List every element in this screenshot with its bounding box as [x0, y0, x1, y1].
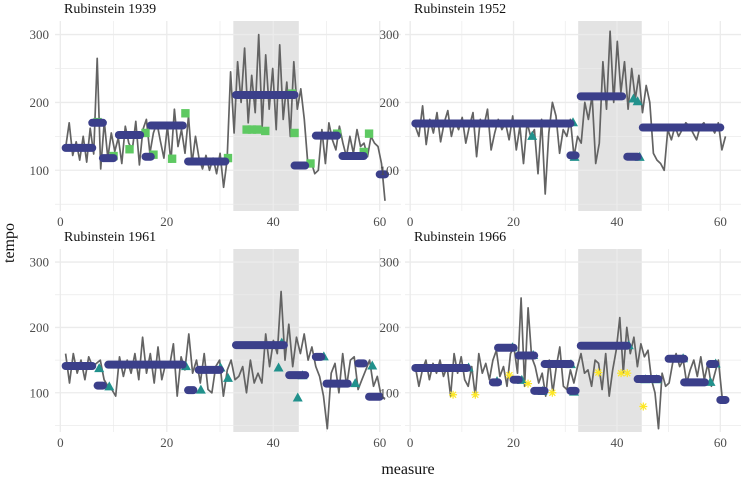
star-marker	[623, 369, 632, 378]
y-tick-label: 300	[380, 255, 400, 270]
shaded-region	[578, 249, 642, 432]
square-marker	[290, 128, 299, 138]
square-marker	[359, 147, 368, 157]
x-tick-label: 40	[267, 214, 280, 229]
square-marker	[306, 159, 315, 168]
x-tick-label: 60	[373, 435, 386, 450]
x-tick-label: 20	[507, 214, 520, 229]
star-marker	[548, 388, 557, 397]
star-marker	[505, 371, 514, 380]
x-tick-label: 20	[160, 435, 173, 450]
x-tick-label: 20	[160, 214, 173, 229]
y-tick-label: 200	[30, 320, 50, 335]
triangle-marker	[195, 384, 206, 394]
star-marker	[471, 390, 480, 399]
star-marker	[449, 390, 458, 399]
triangle-marker	[94, 363, 105, 373]
y-tick-label: 100	[30, 163, 50, 178]
square-marker	[223, 153, 233, 163]
square-marker	[253, 125, 262, 134]
panel-title: Rubinstein 1952	[414, 2, 506, 17]
star-marker	[594, 368, 603, 377]
x-axis-title: measure	[381, 461, 434, 478]
triangle-marker	[292, 392, 303, 402]
square-marker	[364, 129, 374, 138]
x-tick-label: 40	[610, 435, 623, 450]
y-tick-label: 100	[30, 385, 50, 400]
y-tick-label: 100	[380, 385, 400, 400]
triangle-marker	[527, 130, 538, 140]
x-tick-label: 60	[373, 214, 386, 229]
triangle-marker	[223, 372, 233, 382]
panel-title: Rubinstein 1966	[414, 230, 506, 245]
square-marker	[247, 125, 257, 134]
x-tick-label: 60	[714, 435, 727, 450]
panel-title: Rubinstein 1939	[64, 2, 156, 17]
y-tick-label: 300	[380, 27, 400, 42]
square-marker	[141, 128, 150, 138]
x-tick-label: 40	[610, 214, 623, 229]
panel-title: Rubinstein 1961	[64, 230, 156, 245]
triangle-marker	[350, 378, 361, 388]
star-marker	[617, 369, 626, 378]
square-marker	[261, 126, 270, 136]
facet-panel-3: Rubinstein 1961 100 200 300 0 20 40 60	[30, 230, 401, 450]
facet-panel-1: Rubinstein 1939 100 200 300 0 20 40 60	[30, 2, 401, 229]
y-tick-label: 200	[380, 95, 400, 110]
x-tick-label: 60	[714, 214, 727, 229]
facet-panel-2: Rubinstein 1952 100 200 300 0 20 40 60	[380, 2, 741, 229]
triangle-marker	[104, 381, 115, 391]
y-axis-title: tempo	[1, 223, 18, 263]
x-tick-label: 0	[407, 214, 414, 229]
x-tick-label: 20	[507, 435, 520, 450]
y-tick-label: 200	[30, 95, 50, 110]
triangle-marker	[273, 362, 284, 372]
star-marker	[639, 402, 648, 411]
facet-panel-4: Rubinstein 1966 100 200 300 0 20 40 60	[380, 230, 741, 450]
square-marker	[125, 145, 134, 154]
y-tick-label: 300	[30, 27, 50, 42]
x-tick-label: 0	[57, 214, 64, 229]
x-tick-label: 0	[407, 435, 414, 450]
star-marker	[524, 379, 533, 388]
square-marker	[242, 125, 251, 134]
x-tick-label: 40	[267, 435, 280, 450]
square-marker	[181, 109, 190, 118]
triangle-marker	[632, 96, 643, 106]
x-tick-label: 0	[57, 435, 64, 450]
triangle-marker	[367, 360, 378, 370]
y-tick-label: 300	[30, 255, 50, 270]
square-marker	[167, 154, 177, 163]
y-tick-label: 100	[380, 163, 400, 178]
y-tick-label: 200	[380, 320, 400, 335]
